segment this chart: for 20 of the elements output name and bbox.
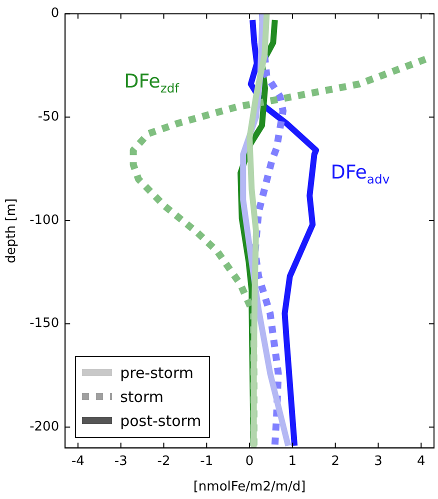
x-tick-label: -4	[71, 454, 84, 469]
y-tick-label: -200	[30, 420, 60, 435]
x-tick-label: -3	[114, 454, 128, 469]
y-tick-label: -100	[30, 212, 60, 228]
x-tick-label: -1	[200, 454, 214, 469]
annotation: post-storm	[120, 412, 202, 430]
key-box: pre-storm storm post-storm	[75, 356, 210, 438]
y-tick-label: -150	[30, 316, 60, 332]
y-tick-label: 0	[50, 6, 60, 22]
x-axis-title: [nmolFe/m2/m/d]	[193, 480, 306, 495]
x-tick-label: -2	[157, 454, 170, 469]
annotation: pre-storm	[120, 364, 194, 382]
x-tick-label: 0	[245, 454, 254, 469]
x-tick-label: 4	[416, 454, 426, 469]
annotation: storm	[120, 388, 164, 406]
y-axis-title: depth [m]	[4, 198, 20, 264]
x-tick-label: 2	[331, 454, 340, 469]
y-tick-label: -50	[38, 110, 60, 125]
x-tick-label: 1	[288, 454, 297, 469]
x-tick-label: 3	[374, 454, 382, 469]
